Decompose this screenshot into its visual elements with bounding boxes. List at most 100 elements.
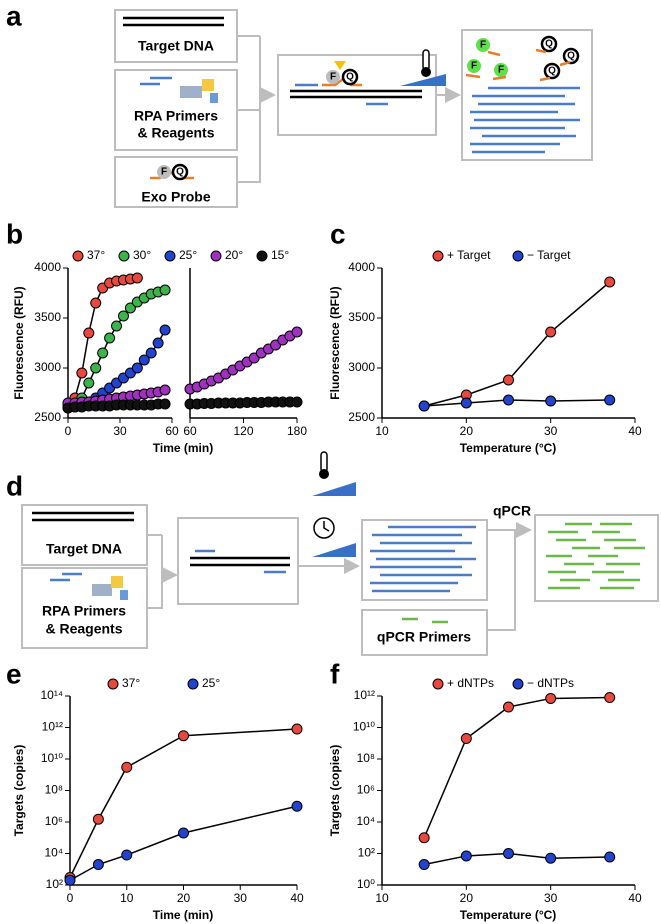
legend-label: 20° (225, 248, 243, 262)
data-point (145, 347, 157, 359)
data-point (121, 849, 133, 861)
legend-label: 30° (133, 248, 151, 262)
y-axis-title: Targets (copies) (12, 745, 26, 837)
series-line (69, 805, 298, 881)
y-axis-title: Targets (copies) (328, 745, 342, 837)
y-tick-label: 10⁶ (45, 814, 63, 828)
x-axis-title: Temperature (°C) (460, 441, 557, 455)
data-point (111, 320, 123, 332)
y-axis-title: Fluorescence (RFU) (328, 286, 342, 399)
y-tick-label: 10¹⁴ (41, 688, 64, 702)
x-tick-label: 30 (544, 424, 558, 438)
y-tick-label: 3500 (34, 310, 61, 324)
y-tick-label: 3000 (34, 360, 61, 374)
y-tick-label: 10¹⁰ (353, 720, 375, 734)
data-point (604, 692, 616, 704)
probe-letter: F (330, 72, 336, 83)
probe-letter: Q (567, 51, 575, 62)
data-point (460, 733, 472, 745)
probe-letter: Q (176, 167, 184, 178)
data-point (90, 297, 102, 309)
data-point (97, 347, 109, 359)
legend-marker (432, 678, 444, 690)
data-point (92, 813, 104, 825)
x-tick-label: 0 (65, 424, 72, 438)
legend-marker (164, 250, 176, 262)
data-point (159, 384, 171, 396)
data-point (76, 367, 88, 379)
diagram-a: Target DNA RPA Primers & Reagents F Q Ex… (114, 9, 593, 208)
x-axis-title: Time (min) (153, 441, 213, 455)
x-tick-label: 60 (183, 424, 197, 438)
data-point (83, 377, 95, 389)
legend-label: 37° (122, 676, 140, 690)
box-label: & Reagents (137, 125, 214, 141)
legend-marker (432, 250, 444, 262)
x-tick-label: 120 (233, 424, 253, 438)
box-label: Exo Probe (141, 189, 210, 205)
data-point (178, 827, 189, 839)
panel-label: d (6, 470, 23, 501)
legend-marker (118, 250, 130, 262)
data-point (604, 394, 616, 406)
probe-letter: Q (545, 39, 553, 50)
data-point (545, 326, 557, 338)
legend-label: + dNTPs (447, 676, 494, 690)
data-point (291, 800, 303, 812)
legend-marker (187, 678, 199, 690)
legend-marker (107, 678, 119, 690)
y-tick-label: 10⁸ (45, 783, 63, 797)
panel-label: f (330, 658, 340, 689)
legend-label: + Target (447, 248, 491, 262)
legend-marker (210, 250, 222, 262)
data-point (131, 272, 143, 284)
data-point (545, 395, 557, 407)
y-tick-label: 2500 (348, 410, 375, 424)
data-point (291, 396, 303, 408)
data-point (121, 761, 133, 773)
probe-letter: Q (548, 66, 556, 77)
x-tick-label: 10 (120, 891, 134, 905)
data-point (545, 852, 557, 864)
diagram-d: Target DNA RPA Primers & Reagents qPCR q… (21, 451, 659, 656)
x-axis-title: Temperature (°C) (460, 908, 557, 922)
panel-label: e (6, 658, 22, 689)
data-point (460, 850, 472, 862)
data-point (604, 276, 616, 288)
panel-label: a (6, 0, 22, 31)
x-tick-label: 40 (628, 424, 642, 438)
x-tick-label: 30 (544, 891, 558, 905)
x-tick-label: 40 (628, 891, 642, 905)
data-point (418, 832, 430, 844)
data-point (92, 859, 104, 871)
y-tick-label: 3500 (348, 310, 375, 324)
y-tick-label: 10⁸ (357, 751, 375, 765)
y-tick-label: 4000 (348, 260, 375, 274)
box-label: qPCR Primers (377, 629, 471, 645)
panel-label: b (6, 218, 23, 249)
data-point (503, 374, 514, 386)
legend-label: − Target (527, 248, 571, 262)
y-tick-label: 10⁴ (356, 814, 375, 828)
x-tick-label: 10 (375, 424, 389, 438)
y-tick-label: 10¹² (354, 688, 375, 702)
step-label: qPCR (493, 503, 531, 519)
probe-letter: F (471, 61, 477, 72)
series-line (424, 399, 610, 407)
x-tick-label: 30 (234, 891, 248, 905)
data-point (159, 398, 171, 410)
data-point (90, 362, 102, 374)
probe-letter: F (161, 167, 167, 178)
data-point (460, 397, 472, 409)
legend-marker (512, 678, 524, 690)
x-tick-label: 20 (177, 891, 191, 905)
y-tick-label: 10⁰ (357, 877, 375, 891)
data-point (159, 324, 171, 336)
legend-label: 15° (271, 248, 289, 262)
data-point (545, 692, 557, 704)
box-label: RPA Primers (134, 108, 218, 124)
y-tick-label: 2500 (34, 410, 61, 424)
data-point (117, 310, 129, 322)
x-tick-label: 30 (113, 424, 127, 438)
y-tick-label: 10¹² (42, 720, 63, 734)
